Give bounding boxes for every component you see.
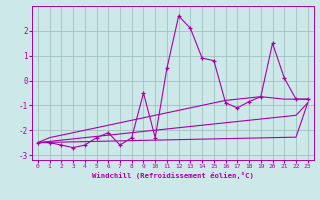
- X-axis label: Windchill (Refroidissement éolien,°C): Windchill (Refroidissement éolien,°C): [92, 172, 254, 179]
